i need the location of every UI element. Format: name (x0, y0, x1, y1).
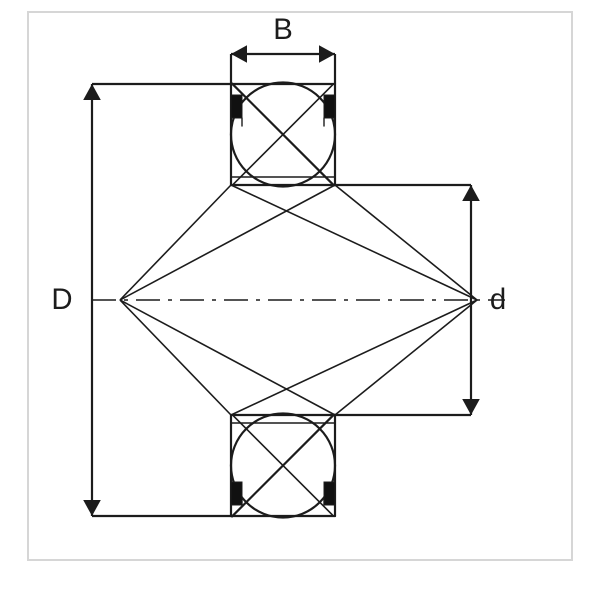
diagram-svg (0, 0, 600, 600)
dimension-label-D: D (51, 283, 72, 317)
dimension-label-B: B (273, 13, 293, 47)
bearing-diagram: D d B (0, 0, 600, 600)
dimension-label-d: d (490, 283, 506, 317)
